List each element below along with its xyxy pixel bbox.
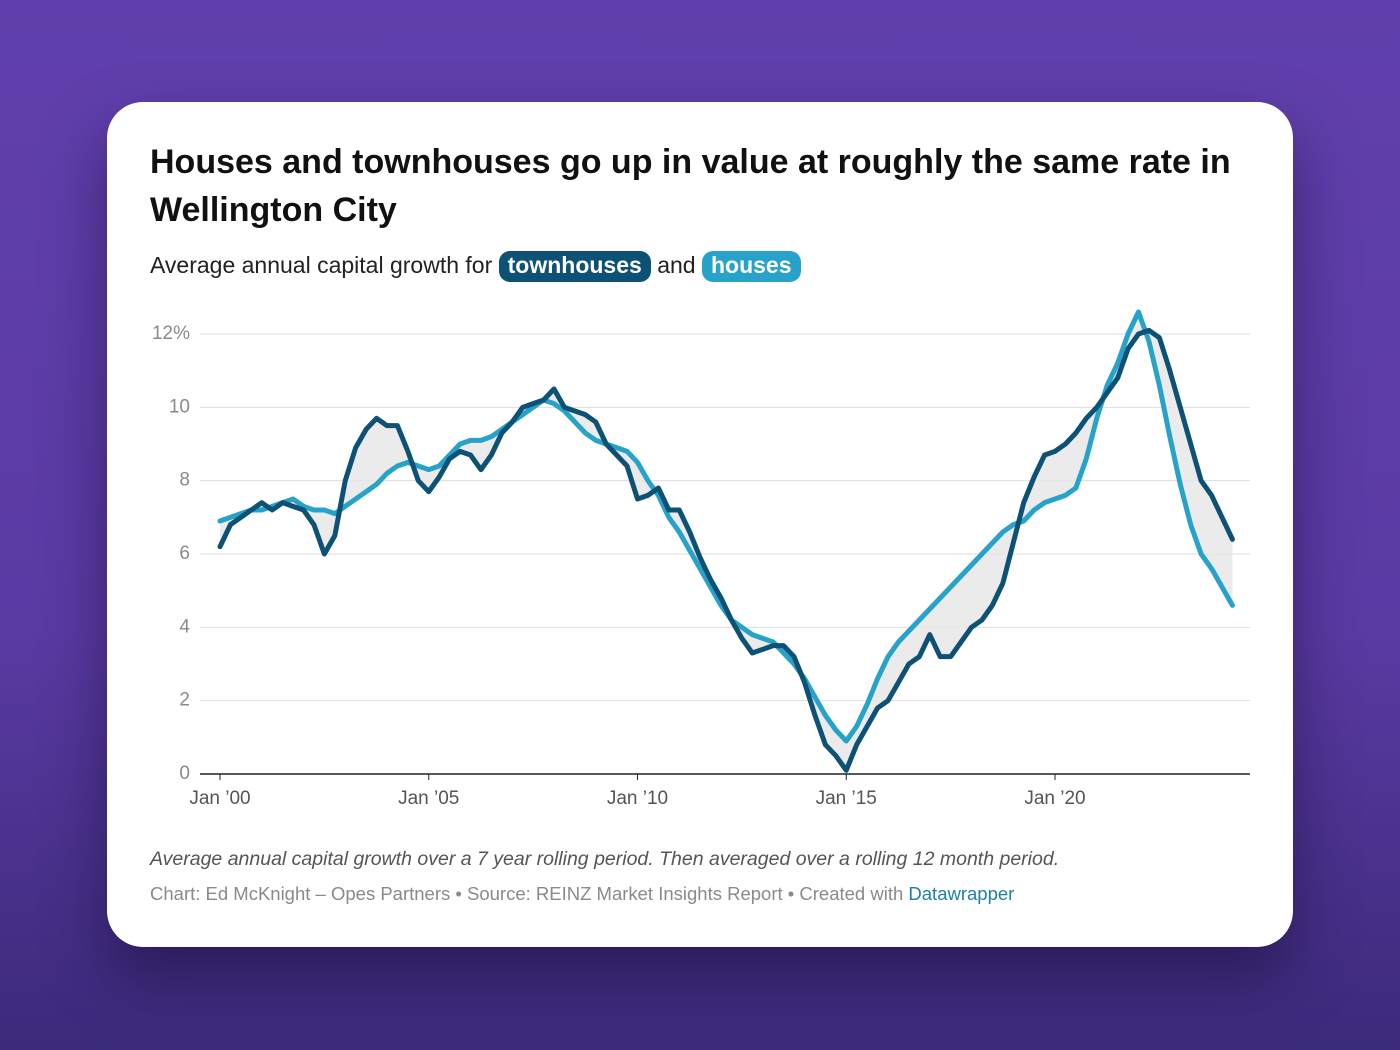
- x-tick-label: Jan ’15: [816, 788, 877, 809]
- y-tick-label: 8: [179, 470, 190, 491]
- series-line: [217, 309, 1235, 744]
- x-tick-label: Jan ’00: [189, 788, 250, 809]
- subtitle: Average annual capital growth for townho…: [150, 251, 801, 282]
- y-tick-label: 0: [179, 763, 190, 784]
- y-tick-label: 4: [179, 616, 190, 637]
- x-tick-label: Jan ’05: [398, 788, 459, 809]
- x-tick-label: Jan ’20: [1024, 788, 1085, 809]
- legend-entry: houses: [701, 251, 801, 282]
- chart-title: Houses and townhouses go up in value at …: [150, 143, 1231, 229]
- credit-link[interactable]: Datawrapper: [908, 883, 1015, 904]
- notes: Average annual capital growth over a 7 y…: [150, 848, 1060, 870]
- y-tick-label: 12%: [152, 323, 190, 344]
- y-tick-label: 10: [169, 396, 190, 417]
- subtitle-text: and: [657, 252, 696, 278]
- subtitle-text: Average annual capital growth for: [150, 252, 493, 278]
- y-tick-label: 2: [179, 690, 190, 711]
- gap-area: [220, 312, 1233, 771]
- credit: Chart: Ed McKnight – Opes Partners • Sou…: [150, 883, 1014, 905]
- credit-text: Chart: Ed McKnight – Opes Partners • Sou…: [150, 883, 904, 904]
- card: [107, 102, 1293, 947]
- x-tick-label: Jan ’10: [607, 788, 668, 809]
- legend-entry: townhouses: [498, 251, 651, 282]
- series-line: [217, 327, 1235, 773]
- y-tick-label: 6: [179, 543, 190, 564]
